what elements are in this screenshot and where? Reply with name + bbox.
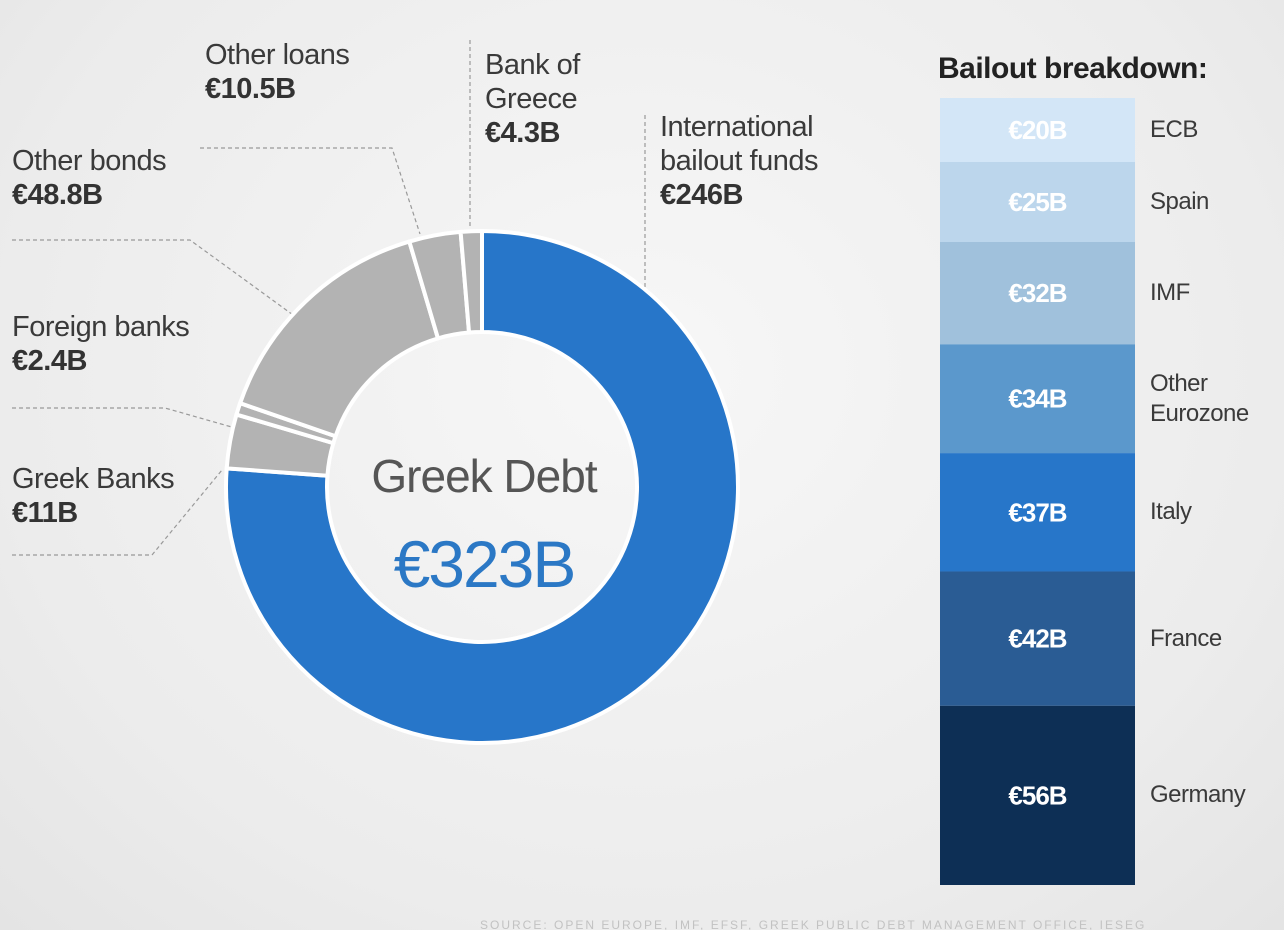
slice-label: Greek Banks €11B	[12, 462, 175, 530]
segment-label: €42B	[1008, 624, 1066, 654]
slice-label: Foreign banks €2.4B	[12, 310, 190, 378]
donut-slice	[237, 239, 441, 439]
slice-value: €2.4B	[12, 345, 87, 377]
segment-label: €37B	[1008, 497, 1066, 527]
slice-name: Foreign banks	[12, 311, 190, 343]
slice-value: €246B	[660, 179, 743, 211]
segment-name: Spain	[1150, 187, 1209, 215]
bar-segment	[940, 571, 1135, 706]
center-value: €323B	[394, 527, 575, 601]
leader-line	[200, 147, 421, 235]
slice-label: Bank of Greece €4.3B	[485, 48, 580, 150]
slice-label: International bailout funds €246B	[660, 110, 818, 212]
segment-name: ECB	[1150, 115, 1198, 143]
bar-segment	[940, 453, 1135, 572]
bar-segment	[940, 344, 1135, 454]
center-title: Greek Debt	[371, 450, 597, 502]
slice-value: €4.3B	[485, 117, 560, 149]
bar-segment	[940, 161, 1135, 242]
bar-segment	[940, 98, 1135, 162]
segment-name: IMF	[1150, 279, 1190, 307]
bar-segment	[940, 705, 1135, 885]
slice-value: €48.8B	[12, 179, 103, 211]
slice-name: Bank of Greece	[485, 49, 580, 115]
slice-label: Other loans €10.5B	[205, 38, 350, 106]
slice-name: Other bonds	[12, 145, 167, 177]
slice-name: International bailout funds	[660, 111, 818, 177]
segment-label: €34B	[1008, 384, 1066, 414]
slice-value: €11B	[12, 497, 78, 529]
donut-slice	[224, 228, 740, 745]
segment-label: €20B	[1008, 115, 1066, 145]
leader-line	[12, 469, 223, 556]
segment-name: Germany	[1150, 781, 1246, 809]
source: SOURCE: OPEN EUROPE, IMF, EFSF, GREEK PU…	[480, 918, 1146, 930]
segment-name: Italy	[1150, 498, 1192, 526]
segment-name: France	[1150, 624, 1222, 652]
slice-value: €10.5B	[205, 73, 296, 105]
segment-name: Other Eurozone	[1150, 369, 1249, 427]
segment-label: €32B	[1008, 278, 1066, 308]
segment-label: €56B	[1008, 780, 1066, 810]
bar-segment	[940, 241, 1135, 345]
bar-title: Bailout breakdown:	[938, 52, 1207, 85]
segment-label: €25B	[1008, 187, 1066, 217]
leader-line	[12, 239, 301, 321]
slice-name: Other loans	[205, 39, 350, 71]
donut-slice	[458, 228, 484, 335]
slice-label: Other bonds €48.8B	[12, 144, 167, 212]
slice-name: Greek Banks	[12, 463, 175, 495]
